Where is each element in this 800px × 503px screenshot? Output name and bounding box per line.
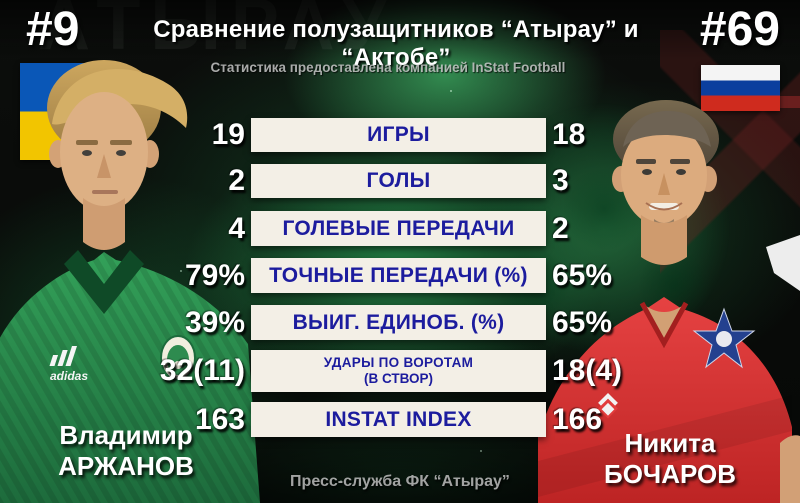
stat-value-left: 39% (184, 305, 245, 339)
stat-value-right: 2 (552, 211, 569, 245)
stats-table: 19 ИГРЫ 18 2 ГОЛЫ 3 4 ГОЛЕВЫЕ ПЕРЕДАЧИ 2 (140, 0, 660, 503)
left-player-name: Владимир АРЖАНОВ (28, 420, 224, 482)
stat-value-left: 32(11) (159, 354, 245, 387)
face (60, 92, 148, 212)
page-title: Сравнение полузащитников “Атырау” и “Акт… (153, 16, 639, 71)
right-player-name: Никита БОЧАРОВ (572, 428, 768, 490)
table-row: 39% ВЫИГ. ЕДИНОБ. (%) 65% (140, 305, 660, 340)
stat-value-left: 2 (228, 164, 245, 197)
stat-value-right: 18(4) (552, 354, 623, 387)
right-player-last-name: БОЧАРОВ (604, 459, 736, 489)
right-player-first-name: Никита (624, 428, 716, 458)
neck (641, 215, 687, 265)
stat-value-right: 18 (552, 118, 586, 151)
stat-label: INSTAT INDEX (325, 407, 472, 431)
stat-value-right: 65% (552, 258, 613, 292)
table-row: 19 ИГРЫ 18 (140, 118, 660, 152)
stat-label-box: ИГРЫ (251, 118, 546, 152)
player-photo-right (538, 100, 800, 503)
stat-label: ИГРЫ (367, 123, 430, 146)
white-undershirt (766, 235, 800, 291)
stat-label: УДАРЫ ПО ВОРОТАМ (323, 354, 474, 370)
stat-value-right: 65% (552, 305, 613, 339)
table-row: 163 INSTAT INDEX 166 (140, 402, 660, 437)
adidas-wordmark: adidas (50, 369, 88, 383)
subtitle-credit: Статистика предоставлена компанией InSta… (210, 60, 566, 75)
stat-label-box: ВЫИГ. ЕДИНОБ. (%) (251, 305, 546, 340)
table-row: 4 ГОЛЕВЫЕ ПЕРЕДАЧИ 2 (140, 211, 660, 246)
table-row: 32(11) УДАРЫ ПО ВОРОТАМ (В СТВОР) 18(4) (140, 350, 660, 392)
stat-sublabel: (В СТВОР) (363, 371, 434, 386)
player-photo-left: adidas (0, 60, 260, 503)
stat-value-left: 79% (184, 258, 245, 292)
stat-label: ВЫИГ. ЕДИНОБ. (%) (292, 310, 505, 334)
arm (780, 435, 800, 503)
table-row: 2 ГОЛЫ 3 (140, 164, 660, 198)
table-row: 79% ТОЧНЫЕ ПЕРЕДАЧИ (%) 65% (140, 258, 660, 293)
polo-collar (64, 250, 144, 314)
v-neck-skin (642, 303, 686, 343)
stat-value-left: 4 (228, 211, 245, 245)
right-player-number: #69 (699, 3, 780, 56)
aktobe-crest-icon (692, 307, 756, 369)
stat-value-right: 3 (552, 164, 569, 197)
left-player-last-name: АРЖАНОВ (58, 451, 194, 481)
neck (83, 198, 125, 250)
stat-label-box: INSTAT INDEX (251, 402, 546, 437)
left-player-number: #9 (26, 3, 80, 56)
russia-flag (701, 65, 780, 111)
left-player-first-name: Владимир (59, 420, 193, 450)
stat-label: ГОЛЕВЫЕ ПЕРЕДАЧИ (282, 216, 515, 240)
stat-label-box: ТОЧНЫЕ ПЕРЕДАЧИ (%) (251, 258, 546, 293)
stat-value-left: 19 (211, 118, 245, 151)
press-credit: Пресс-служба ФК “Атырау” (290, 473, 510, 490)
stat-label-box: ГОЛЫ (251, 164, 546, 198)
adidas-logo-icon: adidas (49, 346, 88, 383)
stat-value-left: 163 (194, 402, 245, 436)
stat-label-box: ГОЛЕВЫЕ ПЕРЕДАЧИ (251, 211, 546, 246)
stat-label: ТОЧНЫЕ ПЕРЕДАЧИ (%) (269, 263, 528, 287)
atyrau-crest-icon (160, 335, 196, 381)
stat-value-right: 166 (552, 402, 603, 436)
stat-label: ГОЛЫ (366, 169, 431, 192)
stat-label-box: УДАРЫ ПО ВОРОТАМ (В СТВОР) (251, 350, 546, 392)
